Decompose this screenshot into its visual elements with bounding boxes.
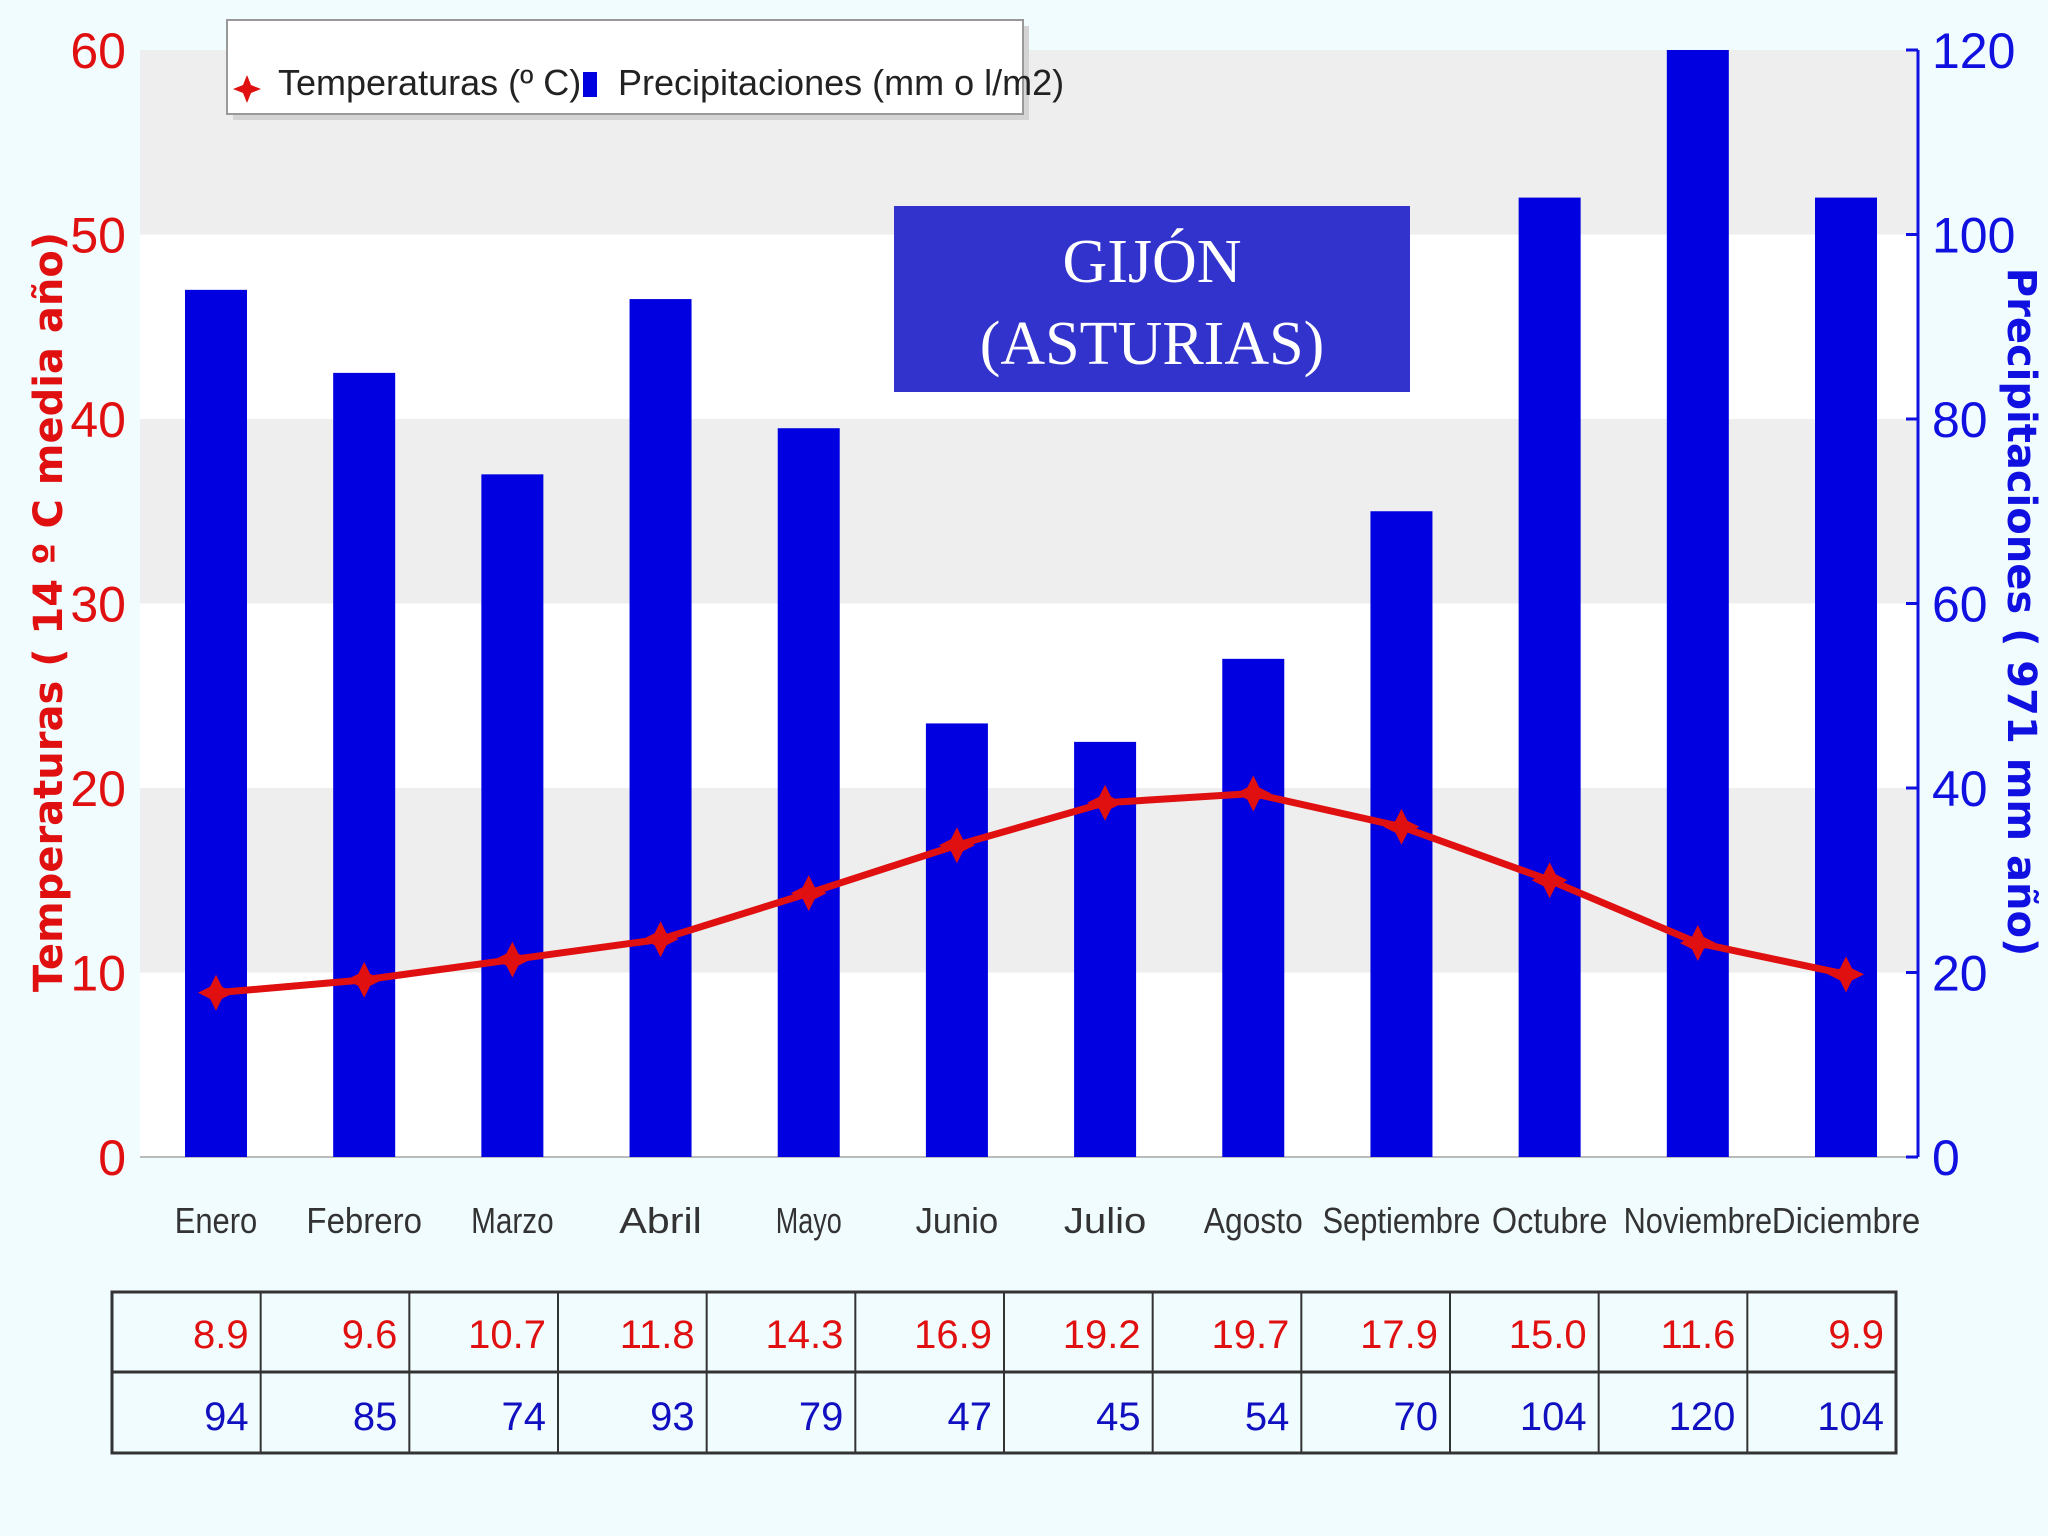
right-axis-tick-label: 40 — [1932, 761, 1988, 817]
plot-background — [140, 50, 1918, 1158]
right-axis-tick-label: 120 — [1932, 23, 2015, 79]
right-axis-title: Precipitaciones ( 971 mm año) — [1998, 268, 2044, 956]
table-precipitation-cell: 74 — [502, 1395, 547, 1439]
table-temperature-cell: 9.6 — [342, 1313, 398, 1357]
left-axis-ticks: 0 10 20 30 40 50 60 — [70, 23, 126, 1186]
temperature-point — [1087, 784, 1124, 821]
table-precipitation-cell: 54 — [1245, 1395, 1290, 1439]
precipitation-bar — [1518, 197, 1581, 1158]
chart-title-box: GIJÓN (ASTURIAS) — [894, 206, 1410, 392]
precipitation-bars — [185, 50, 1877, 1158]
category-label: Agosto — [1204, 1200, 1303, 1241]
table-precipitation-cell: 85 — [353, 1395, 398, 1439]
table-temperature-cell: 17.9 — [1360, 1313, 1438, 1357]
table-temperature-cell: 16.9 — [914, 1313, 992, 1357]
table-temperature-cell: 11.8 — [620, 1313, 695, 1357]
category-label: Enero — [175, 1200, 258, 1241]
table-precipitation-cell: 104 — [1817, 1395, 1884, 1439]
table-temperature-cell: 15.0 — [1509, 1313, 1587, 1357]
temperature-point — [494, 941, 531, 978]
left-axis-tick-label: 10 — [70, 946, 126, 1002]
category-label: Marzo — [471, 1200, 554, 1241]
table-precipitation-cell: 70 — [1394, 1395, 1439, 1439]
title-line-city: GIJÓN — [1062, 228, 1241, 296]
title-line-region: (ASTURIAS) — [980, 310, 1324, 378]
table-precipitation-cell: 120 — [1669, 1395, 1736, 1439]
temperature-point — [198, 974, 234, 1011]
legend-temperature-label: Temperaturas (º C) — [278, 62, 581, 103]
precipitation-bar — [1666, 50, 1729, 1157]
right-axis-ticks: 0 20 40 60 80 100 120 — [1906, 23, 2015, 1186]
table-temperature-cell: 19.2 — [1063, 1313, 1141, 1357]
category-label: Junio — [916, 1200, 999, 1241]
table-precipitation-cell: 79 — [799, 1395, 844, 1439]
temperature-point — [642, 921, 679, 958]
precipitation-bar — [629, 299, 692, 1157]
data-table: 8.9 9.6 10.7 11.8 14.3 16.9 19.2 19.7 17.9 15.0 11… — [110, 1290, 1898, 1455]
precipitation-bar — [1815, 197, 1877, 1158]
category-label: Abril — [619, 1200, 702, 1241]
temperature-line-path — [215, 790, 1847, 997]
category-label: Diciembre — [1772, 1200, 1921, 1241]
table-temperature-cell: 8.9 — [193, 1313, 249, 1357]
left-axis-tick-label: 20 — [70, 761, 126, 817]
temperature-point — [1828, 956, 1864, 993]
plot-band — [140, 788, 1918, 973]
right-axis-tick-label: 100 — [1932, 208, 2015, 264]
temperature-point — [1383, 808, 1420, 845]
table-precipitation-cell: 94 — [204, 1395, 249, 1439]
temperature-point — [938, 827, 975, 864]
category-label: Febrero — [306, 1200, 422, 1241]
precipitation-bar — [333, 372, 396, 1157]
left-axis-tick-label: 50 — [70, 208, 126, 264]
table-temperature-cell: 9.9 — [1828, 1313, 1884, 1357]
title-background — [894, 206, 1410, 392]
category-label: Octubre — [1492, 1200, 1608, 1241]
table-temperature-cell: 19.7 — [1211, 1313, 1289, 1357]
right-axis-tick-label: 60 — [1932, 577, 1988, 633]
category-label: Julio — [1064, 1200, 1147, 1241]
category-label: Noviembre — [1624, 1200, 1773, 1241]
temperature-point — [1679, 924, 1716, 961]
table-precipitation-cell: 104 — [1520, 1395, 1587, 1439]
plot-band — [140, 603, 1918, 788]
table-temperature-cell: 10.7 — [468, 1313, 546, 1357]
table-precipitation-cell: 45 — [1096, 1395, 1141, 1439]
category-labels: Enero Febrero Marzo Abril Mayo Junio Julio Agos… — [175, 1200, 1921, 1241]
category-label: Septiembre — [1322, 1200, 1480, 1241]
plot-band — [140, 419, 1918, 604]
right-axis-tick-label: 20 — [1932, 946, 1988, 1002]
precipitation-bar — [185, 289, 247, 1158]
temperature-point — [1531, 862, 1568, 899]
legend-precipitation-marker — [583, 72, 597, 97]
temperature-point — [790, 875, 827, 912]
left-axis-title: Temperaturas ( 14 º C media año) — [26, 232, 72, 992]
legend-precipitation-label: Precipitaciones (mm o l/m2) — [618, 62, 1064, 103]
legend-temperature-marker — [233, 75, 261, 103]
left-axis-tick-label: 30 — [70, 577, 126, 633]
left-axis-tick-label: 60 — [70, 23, 126, 79]
precipitation-bar — [1222, 658, 1285, 1157]
table-precipitation-cell: 93 — [650, 1395, 695, 1439]
left-axis-tick-label: 0 — [98, 1130, 126, 1186]
legend: Temperaturas (º C) Precipitaciones (mm o… — [226, 19, 1064, 120]
left-axis-tick-label: 40 — [70, 392, 126, 448]
category-label: Mayo — [776, 1200, 842, 1241]
temperature-point — [346, 961, 383, 998]
table-temperature-cell: 11.6 — [1660, 1313, 1735, 1357]
temperature-line — [198, 775, 1864, 1011]
table-temperature-cell: 14.3 — [765, 1313, 843, 1357]
precipitation-bar — [481, 474, 544, 1158]
right-axis-tick-label: 80 — [1932, 392, 1988, 448]
right-axis-tick-label: 0 — [1932, 1130, 1960, 1186]
temperature-point — [1235, 775, 1272, 812]
table-precipitation-cell: 47 — [948, 1395, 993, 1439]
plot-band — [140, 972, 1918, 1157]
legend-box — [226, 19, 1024, 115]
precipitation-bar — [777, 428, 840, 1158]
precipitation-bar — [925, 723, 988, 1157]
